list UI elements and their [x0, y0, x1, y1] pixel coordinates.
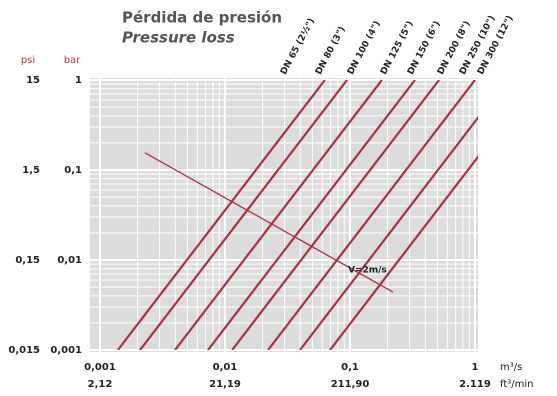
- series-line: [117, 80, 326, 350]
- y-tick-label: 0,1: [64, 165, 82, 176]
- y-axis-label: bar: [64, 55, 81, 66]
- plot-background: [90, 78, 478, 352]
- x2-axis-label: ft³/min: [500, 379, 534, 390]
- chart-subtitle: Pressure loss: [122, 29, 235, 47]
- series-label: V=2m/s: [348, 266, 387, 276]
- x2-tick-label: 21,19: [209, 379, 241, 390]
- y2-tick-label: 1,5: [22, 165, 40, 176]
- y2-tick-label: 0,15: [15, 255, 40, 266]
- series-line: [139, 80, 348, 350]
- series-label: DN 80 (3"): [314, 25, 348, 76]
- series-line: [329, 155, 478, 350]
- series-line: [299, 115, 478, 350]
- y2-tick-label: 0,015: [8, 345, 40, 356]
- x2-tick-label: 2,12: [88, 379, 113, 390]
- series-line: [231, 80, 440, 350]
- series-line: [207, 80, 416, 350]
- x-axis-label: m³/s: [500, 362, 522, 373]
- x2-tick-label: 2.119: [459, 379, 491, 390]
- series-lines: [117, 80, 478, 350]
- series-line: [267, 80, 476, 350]
- x-tick-label: 1: [472, 362, 479, 373]
- x-tick-label: 0,01: [213, 362, 238, 373]
- series-label: DN 100 (4"): [346, 20, 383, 77]
- series-line: [174, 80, 383, 350]
- series-label: DN 65 (2½"): [278, 16, 317, 76]
- y-tick-label: 1: [75, 75, 82, 86]
- y2-axis-label: psi: [21, 55, 35, 66]
- y-tick-label: 0,001: [50, 345, 82, 356]
- x-tick-label: 0,001: [84, 362, 116, 373]
- y-tick-label: 0,01: [57, 255, 82, 266]
- chart-title: Pérdida de presión: [122, 9, 282, 27]
- x2-tick-label: 211,90: [331, 379, 370, 390]
- series-line: [144, 152, 394, 293]
- y2-tick-label: 15: [26, 75, 40, 86]
- x-tick-label: 0,1: [341, 362, 359, 373]
